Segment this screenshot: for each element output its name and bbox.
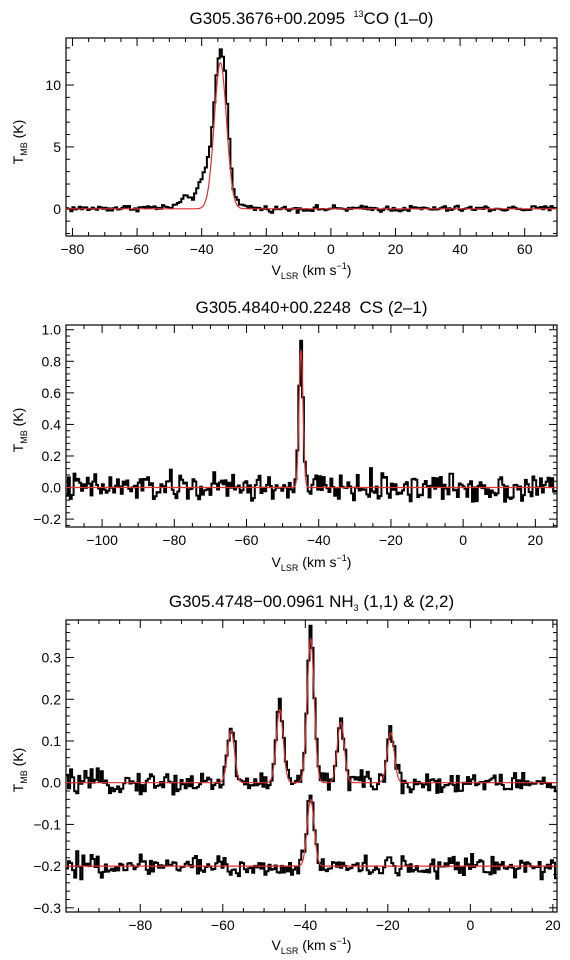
y-tick-label: −0.2 <box>33 858 61 874</box>
observed-spectrum-1 <box>66 339 557 503</box>
x-axis-label: VLSR (km s−1) <box>272 553 352 573</box>
chart-panel-2: G305.4840+00.2248 CS (2–1) −100 −80 −60 −40 −… <box>10 298 558 573</box>
y-tick-label: −0.3 <box>33 900 61 916</box>
observed-spectrum-1 <box>66 624 557 796</box>
y-tick-label: 0.0 <box>42 480 62 496</box>
gaussian-fit-4 <box>66 798 557 867</box>
x-tick-label: 20 <box>528 532 544 548</box>
y-tick-label: 0.0 <box>42 775 62 791</box>
gaussian-fit-2 <box>66 348 557 489</box>
y-tick-label: −0.2 <box>33 511 61 527</box>
plot-frame <box>65 37 558 237</box>
x-tick-label: −60 <box>235 532 259 548</box>
y-tick-label: −0.1 <box>33 816 61 832</box>
x-tick-label: −80 <box>61 241 85 257</box>
y-tick-label: 0.1 <box>42 733 62 749</box>
y-tick-label: 5 <box>53 139 61 155</box>
chart-title: G305.3676+00.2095 13CO (1–0) <box>190 9 434 28</box>
x-tick-label: −100 <box>86 532 118 548</box>
x-tick-label: −80 <box>162 532 186 548</box>
x-tick-label: 0 <box>466 917 474 933</box>
x-tick-label: −40 <box>307 532 331 548</box>
y-tick-label: 0 <box>53 201 61 217</box>
gaussian-fit-2 <box>66 637 557 784</box>
x-axis-label: VLSR (km s−1) <box>272 261 352 281</box>
x-tick-label: −40 <box>190 241 214 257</box>
chart-title: G305.4748−00.0961 NH3 (1,1) & (2,2) <box>169 592 454 613</box>
y-axis-label: TMB (K) <box>10 408 29 453</box>
x-tick-label: −80 <box>128 917 152 933</box>
x-axis-label: VLSR (km s−1) <box>272 936 352 956</box>
y-tick-label: 0.8 <box>42 353 62 369</box>
y-axis-label: TMB (K) <box>10 748 29 793</box>
y-axis-label: TMB (K) <box>10 120 29 165</box>
y-tick-label: 1.0 <box>42 322 62 338</box>
x-tick-label: 60 <box>517 241 533 257</box>
x-tick-label: 20 <box>388 241 404 257</box>
x-tick-label: 20 <box>545 917 561 933</box>
chart-panel-1: G305.3676+00.2095 13CO (1–0) −80 −60 −40 −20… <box>10 9 558 281</box>
chart-panel-3: G305.4748−00.0961 NH3 (1,1) & (2,2) −80 −6… <box>10 592 561 956</box>
y-tick-label: 0.2 <box>42 448 62 464</box>
y-tick-label: 0.2 <box>42 691 62 707</box>
y-tick-label: 0.4 <box>42 416 62 432</box>
plot-frame <box>65 324 558 528</box>
gaussian-fit-2 <box>66 62 557 210</box>
y-tick-label: 0.6 <box>42 385 62 401</box>
y-tick-label: 10 <box>45 77 61 93</box>
y-tick-label: 0.3 <box>42 650 62 666</box>
x-tick-label: −20 <box>254 241 278 257</box>
x-tick-label: −60 <box>211 917 235 933</box>
x-tick-label: 0 <box>459 532 467 548</box>
chart-title: G305.4840+00.2248 CS (2–1) <box>195 298 427 317</box>
observed-spectrum-3 <box>66 794 557 881</box>
x-tick-label: −60 <box>125 241 149 257</box>
observed-spectrum-1 <box>66 48 557 214</box>
x-tick-label: −40 <box>293 917 317 933</box>
x-tick-label: −20 <box>379 532 403 548</box>
x-tick-label: 40 <box>452 241 468 257</box>
x-tick-label: 0 <box>327 241 335 257</box>
x-tick-label: −20 <box>376 917 400 933</box>
